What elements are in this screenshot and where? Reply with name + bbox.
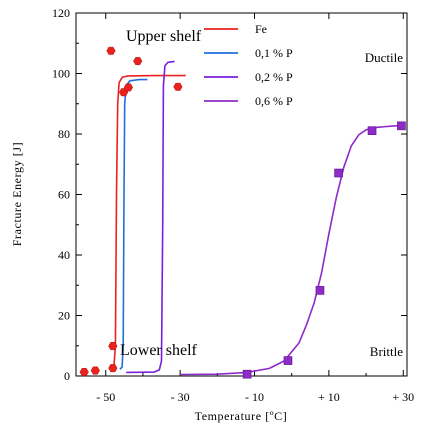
data-point — [108, 364, 118, 373]
data-point — [108, 342, 118, 351]
lower-shelf-label: Lower shelf — [120, 342, 198, 359]
y-tick-label: 60 — [58, 188, 70, 202]
y-tick-label: 0 — [64, 369, 70, 383]
upper-shelf-label: Upper shelf — [126, 28, 202, 45]
data-point — [106, 46, 116, 55]
data-point — [173, 82, 183, 91]
data-point — [334, 168, 343, 178]
data-point — [79, 368, 89, 377]
data-point — [242, 369, 252, 379]
x-tick-label: - 10 — [245, 390, 264, 404]
data-point — [283, 356, 293, 365]
y-axis-title: Fracture Energy [J] — [10, 142, 24, 246]
data-point — [367, 126, 377, 135]
axis-ticks: 0 20 40 60 80 100 120 - 50 - 30 - 10 + 10 + 30 — [52, 6, 414, 404]
data-point — [123, 83, 133, 92]
series-layer — [79, 46, 406, 379]
legend-label: 0,1 % P — [255, 46, 293, 60]
series-line — [119, 78, 148, 370]
data-point — [315, 286, 325, 295]
data-point — [90, 366, 100, 375]
data-point — [133, 57, 143, 66]
series-line — [126, 60, 175, 374]
legend-label: 0,6 % P — [255, 94, 293, 108]
x-tick-label: - 50 — [96, 390, 115, 404]
x-tick-label: + 30 — [392, 390, 414, 404]
legend-label: 0,2 % P — [255, 70, 293, 84]
y-tick-label: 20 — [58, 309, 70, 323]
y-tick-label: 40 — [58, 248, 70, 262]
y-tick-label: 100 — [52, 67, 70, 81]
brittle-label: Brittle — [370, 344, 403, 359]
y-tick-label: 120 — [52, 6, 70, 20]
legend: Fe 0,1 % P 0,2 % P 0,6 % P — [204, 22, 293, 108]
legend-label: Fe — [255, 22, 267, 36]
data-point — [397, 121, 406, 131]
x-tick-label: + 10 — [318, 390, 340, 404]
series-line — [180, 124, 404, 376]
series-line — [110, 74, 186, 371]
y-tick-label: 80 — [58, 127, 70, 141]
ductile-label: Ductile — [365, 50, 403, 65]
x-axis-title: Temperature [ºC] — [195, 409, 288, 423]
x-tick-label: - 30 — [171, 390, 190, 404]
plot-frame — [75, 12, 408, 377]
